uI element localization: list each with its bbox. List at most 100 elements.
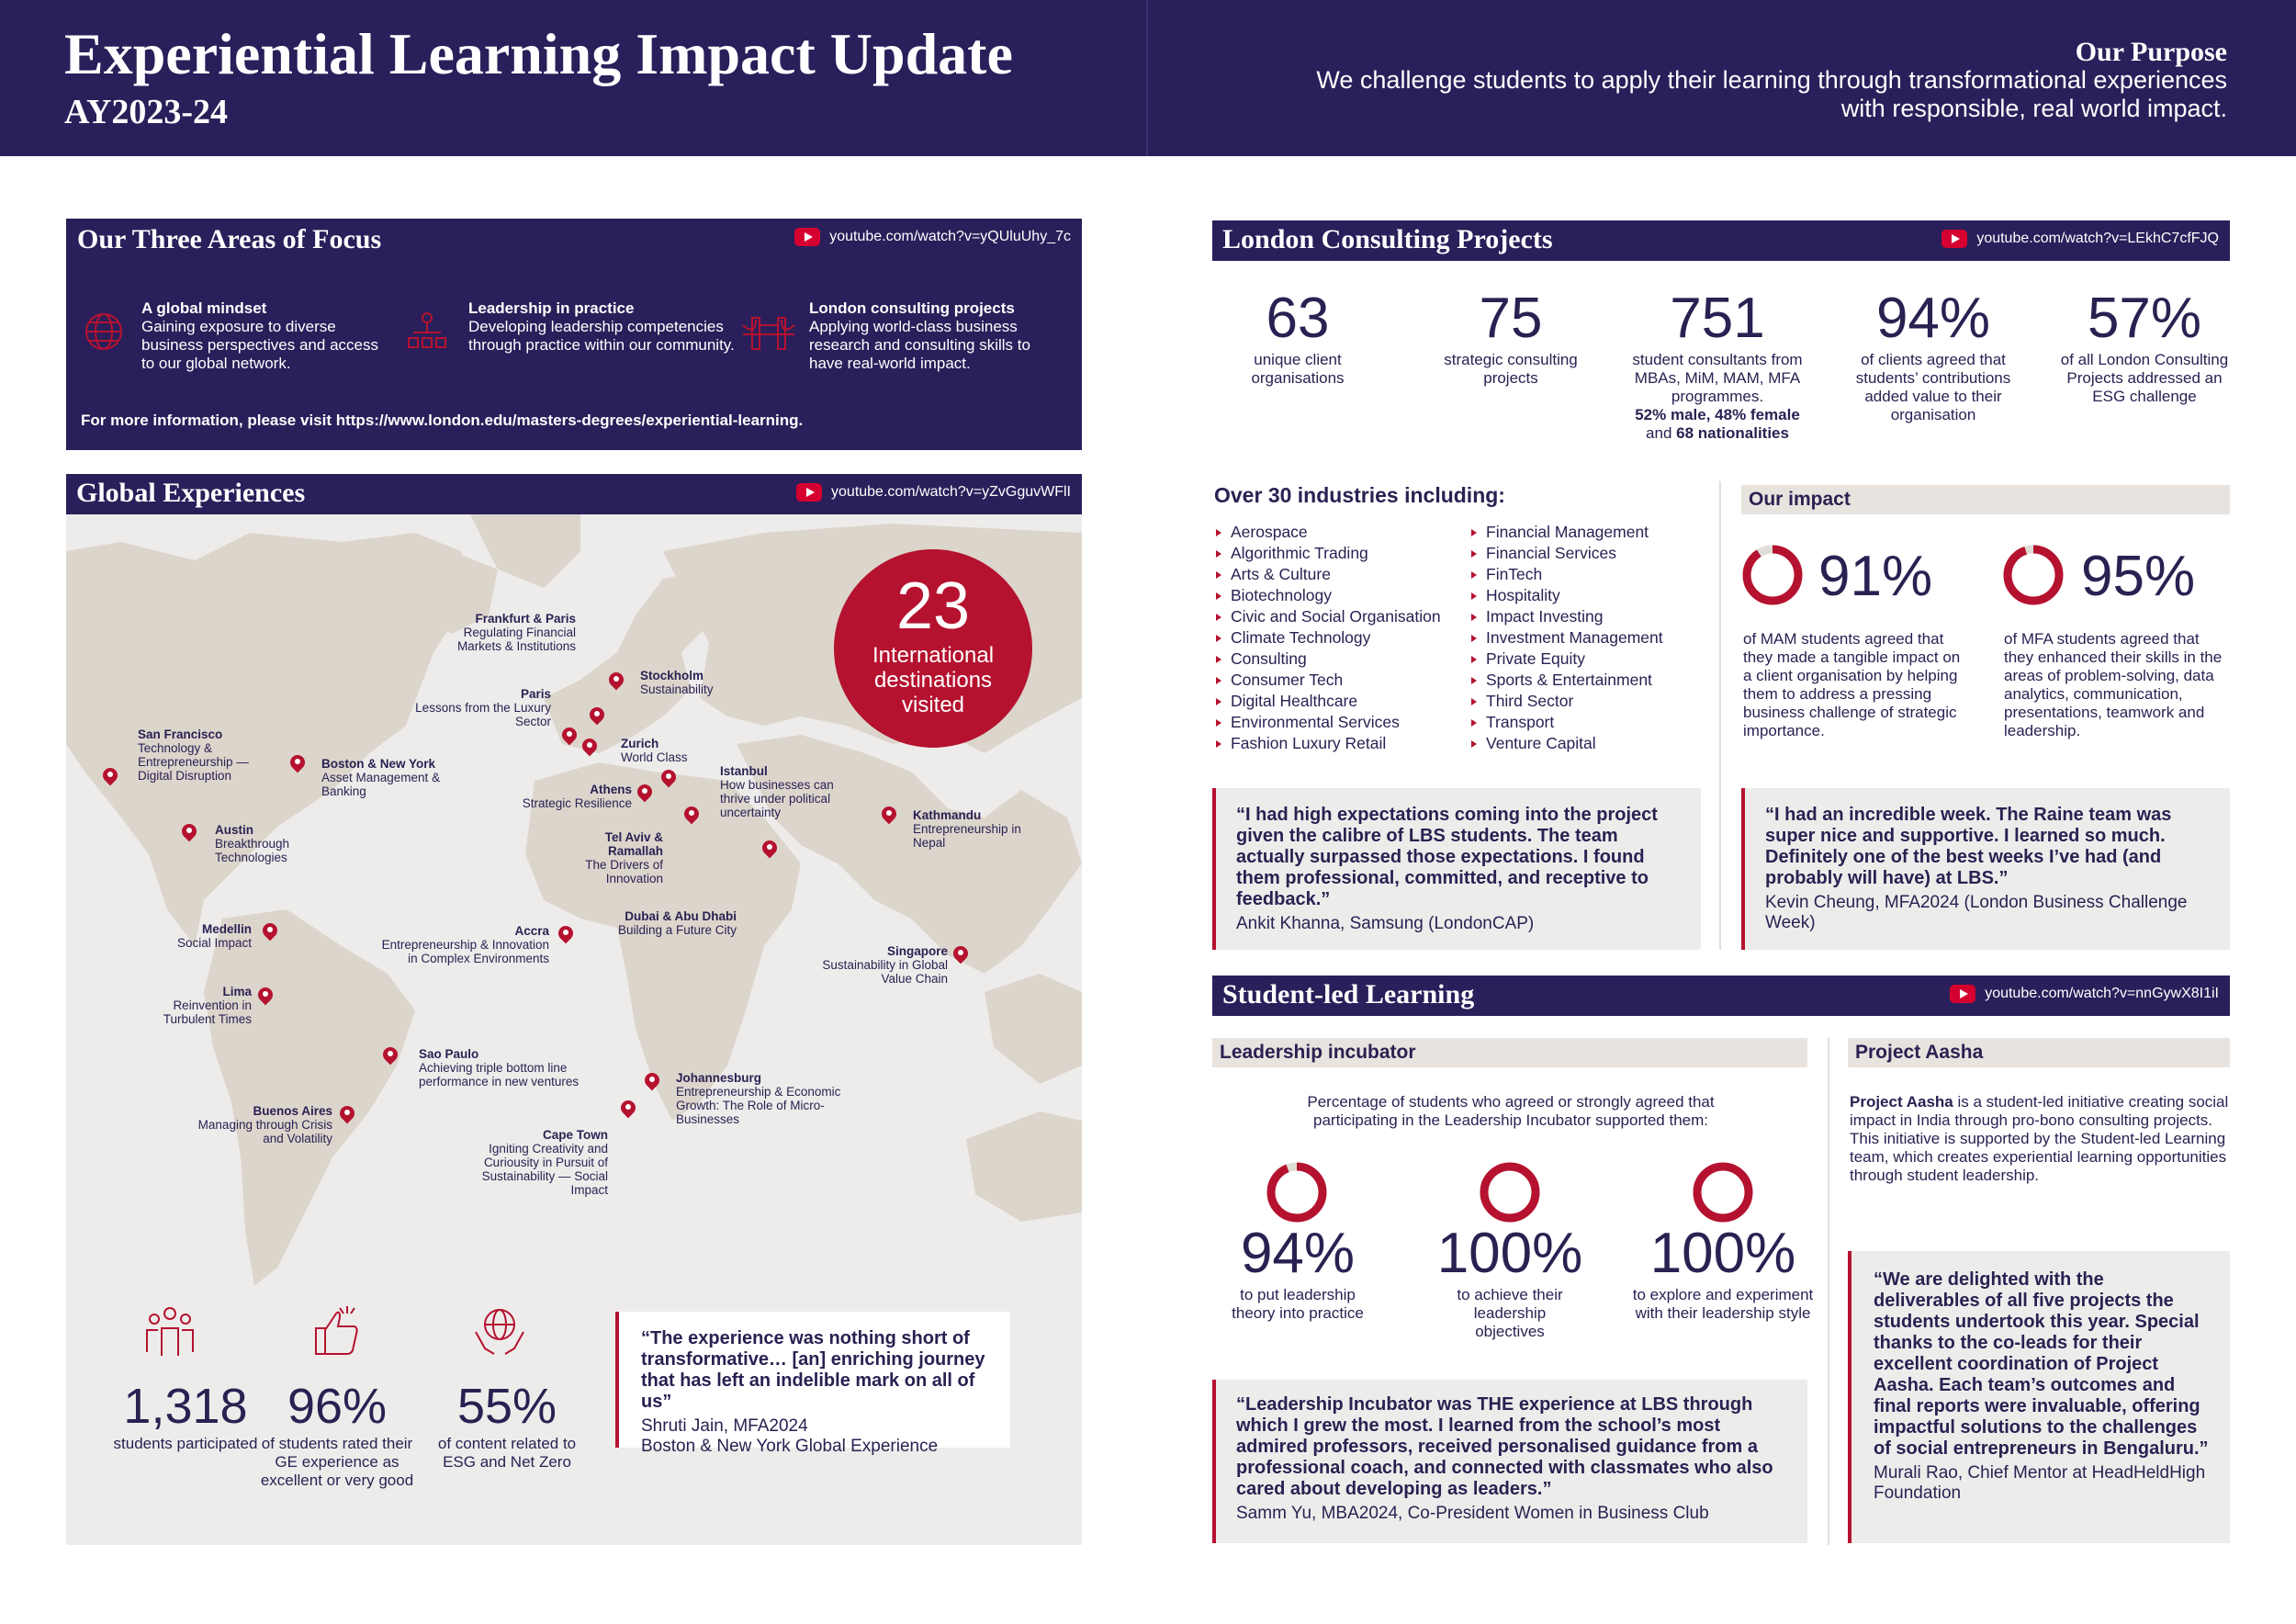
quote-author: Samm Yu, MBA2024, Co-President Women in … [1236, 1504, 1709, 1523]
map-pin-istanbul[interactable] [661, 770, 676, 788]
industry-item: Transport [1469, 712, 1708, 733]
map-pin-johannesburg[interactable] [645, 1073, 659, 1091]
map-pin-stockholm[interactable] [609, 672, 624, 691]
stat-value: 55% [456, 1379, 557, 1434]
map-pin-cape-town[interactable] [621, 1100, 636, 1119]
stat-value: 100% [1649, 1222, 1796, 1285]
incubator-quote: “Leadership Incubator was THE experience… [1212, 1380, 1807, 1543]
quote-author: Shruti Jain, MFA2024 [641, 1416, 808, 1436]
page-subtitle: AY2023-24 [64, 93, 229, 131]
impact-ring-mfa [2003, 545, 2064, 605]
quote-text: “We are delighted with the deliverables … [1874, 1269, 2209, 1459]
stat-students: 1,318 students participated [94, 1378, 277, 1453]
aasha-title: Project Aasha [1848, 1038, 2230, 1067]
london-stat-consultants: 751 student consultants from MBAs, MiM, … [1626, 287, 1809, 443]
focus-item-title: A global mindset [141, 299, 267, 317]
stat-value: 100% [1436, 1222, 1583, 1285]
incubator-ring-2 [1480, 1162, 1540, 1223]
student-divider [1828, 1038, 1829, 1545]
map-pin-dubai[interactable] [762, 840, 777, 859]
map-pin-san-francisco[interactable] [103, 768, 118, 786]
quote-author: Kevin Cheung, MFA2024 (London Business C… [1765, 893, 2188, 932]
industry-item: Investment Management [1469, 627, 1708, 648]
map-pin-frankfurt[interactable] [590, 707, 604, 726]
map-pin-medellin[interactable] [263, 923, 277, 942]
stat-label: to achieve their leadership objectives [1457, 1286, 1563, 1340]
industry-item: Consumer Tech [1214, 670, 1462, 691]
industry-item: Climate Technology [1214, 627, 1462, 648]
city-cape-town: Cape Town Igniting Creativity and Curious… [481, 1128, 608, 1197]
london-divider [1719, 481, 1721, 950]
london-stat-projects: 75 strategic consulting projects [1424, 287, 1598, 388]
map-pin-paris[interactable] [562, 727, 577, 746]
london-stat-esg: 57% of all London Consulting Projects ad… [2057, 287, 2232, 406]
industry-item: Consulting [1214, 648, 1462, 670]
focus-item-text: Gaining exposure to diverse business per… [141, 318, 378, 372]
map-pin-lima[interactable] [258, 987, 273, 1006]
globe-hands-icon [475, 1309, 524, 1355]
aasha-description: Project Aasha is a student-led initiativ… [1850, 1093, 2229, 1184]
london-quote-kevin: “I had an incredible week. The Raine tea… [1741, 788, 2230, 950]
world-map: 23 International destinations visited Fr… [66, 514, 1082, 1286]
focus-video-link[interactable]: youtube.com/watch?v=yQUluUhy_7c [794, 228, 1071, 246]
map-pin-boston[interactable] [290, 755, 305, 773]
industry-item: Environmental Services [1214, 712, 1462, 733]
city-singapore: Singapore Sustainability in Global Value … [822, 944, 948, 986]
global-video-link[interactable]: youtube.com/watch?v=yZvGguvWFlI [796, 483, 1071, 502]
destinations-number: 23 [895, 570, 971, 643]
map-pin-austin[interactable] [182, 824, 197, 842]
header-bar: Experiential Learning Impact Update AY20… [0, 0, 2296, 156]
impact-ring-mam [1742, 545, 1803, 605]
stat-label: unique client organisations [1251, 351, 1345, 387]
destinations-text: International destinations visited [872, 643, 995, 717]
london-quote-samsung: “I had high expectations coming into the… [1212, 788, 1701, 950]
city-kathmandu: Kathmandu Entrepreneurship in Nepal [913, 808, 1021, 850]
stat-label: to put leadership theory into practice [1232, 1286, 1364, 1322]
stat-label: student consultants from MBAs, MiM, MAM,… [1632, 351, 1803, 405]
industry-item: Biotechnology [1214, 585, 1462, 606]
quote-text: “I had an incredible week. The Raine tea… [1765, 805, 2172, 888]
map-pin-zurich[interactable] [582, 739, 597, 757]
focus-item-title: Leadership in practice [468, 299, 635, 317]
stat-value: 94% [1240, 1222, 1356, 1285]
map-pin-singapore[interactable] [953, 946, 968, 964]
industry-item: Fashion Luxury Retail [1214, 733, 1462, 754]
map-pin-athens[interactable] [637, 784, 652, 803]
people-icon [146, 1307, 194, 1356]
map-pin-telaviv[interactable] [684, 806, 699, 825]
industry-item: Sports & Entertainment [1469, 670, 1708, 691]
industries-title: Over 30 industries including: [1214, 483, 1505, 507]
student-video-link[interactable]: youtube.com/watch?v=nnGywX8I1iI [1950, 985, 2219, 1003]
stat-value: 94% [1875, 287, 1991, 350]
stat-label: to explore and experiment with their lea… [1632, 1286, 1814, 1322]
stat-value: 96% [287, 1379, 388, 1434]
stat-label: of clients agreed that students’ contrib… [1855, 351, 2011, 423]
london-video-link[interactable]: youtube.com/watch?v=LEkhC7cfFJQ [1941, 230, 2219, 248]
stat-label: of students rated their GE experience as… [260, 1435, 414, 1489]
city-dubai: Dubai & Abu Dhabi Building a Future City [617, 909, 737, 937]
city-athens: Athens Strategic Resilience [522, 783, 632, 810]
focus-title: Our Three Areas of Focus [77, 224, 382, 254]
incubator-title: Leadership incubator [1212, 1038, 1807, 1067]
city-tel-aviv: Tel Aviv & Ramallah The Drivers of Innova… [585, 830, 663, 885]
impact-label-mfa: of MFA students agreed that they enhance… [2004, 630, 2223, 739]
map-pin-kathmandu[interactable] [882, 806, 896, 825]
map-pin-accra[interactable] [558, 926, 573, 944]
industry-item: Aerospace [1214, 522, 1462, 543]
global-link-text: youtube.com/watch?v=yZvGguvWFlI [831, 484, 1071, 500]
purpose-text: We challenge students to apply their lea… [1316, 66, 2227, 122]
map-pin-buenos-aires[interactable] [340, 1106, 355, 1124]
quote-program: Boston & New York Global Experience [641, 1437, 939, 1456]
incubator-stat-1: 94% to put leadership theory into practi… [1212, 1222, 1383, 1323]
city-frankfurt: Frankfurt & Paris Regulating Financial Ma… [456, 612, 576, 653]
quote-text: “Leadership Incubator was THE experience… [1236, 1394, 1773, 1499]
focus-more-info[interactable]: For more information, please visit https… [81, 412, 804, 429]
industry-item: Hospitality [1469, 585, 1708, 606]
london-stat-clients: 63 unique client organisations [1212, 287, 1383, 388]
map-pin-sao-paulo[interactable] [383, 1047, 398, 1066]
stat-label: strategic consulting projects [1444, 351, 1578, 387]
hierarchy-icon [408, 312, 446, 348]
focus-item-global: A global mindset Gaining exposure to div… [141, 299, 380, 373]
purpose-heading: Our Purpose [2075, 37, 2227, 67]
quote-text: “I had high expectations coming into the… [1236, 805, 1658, 909]
